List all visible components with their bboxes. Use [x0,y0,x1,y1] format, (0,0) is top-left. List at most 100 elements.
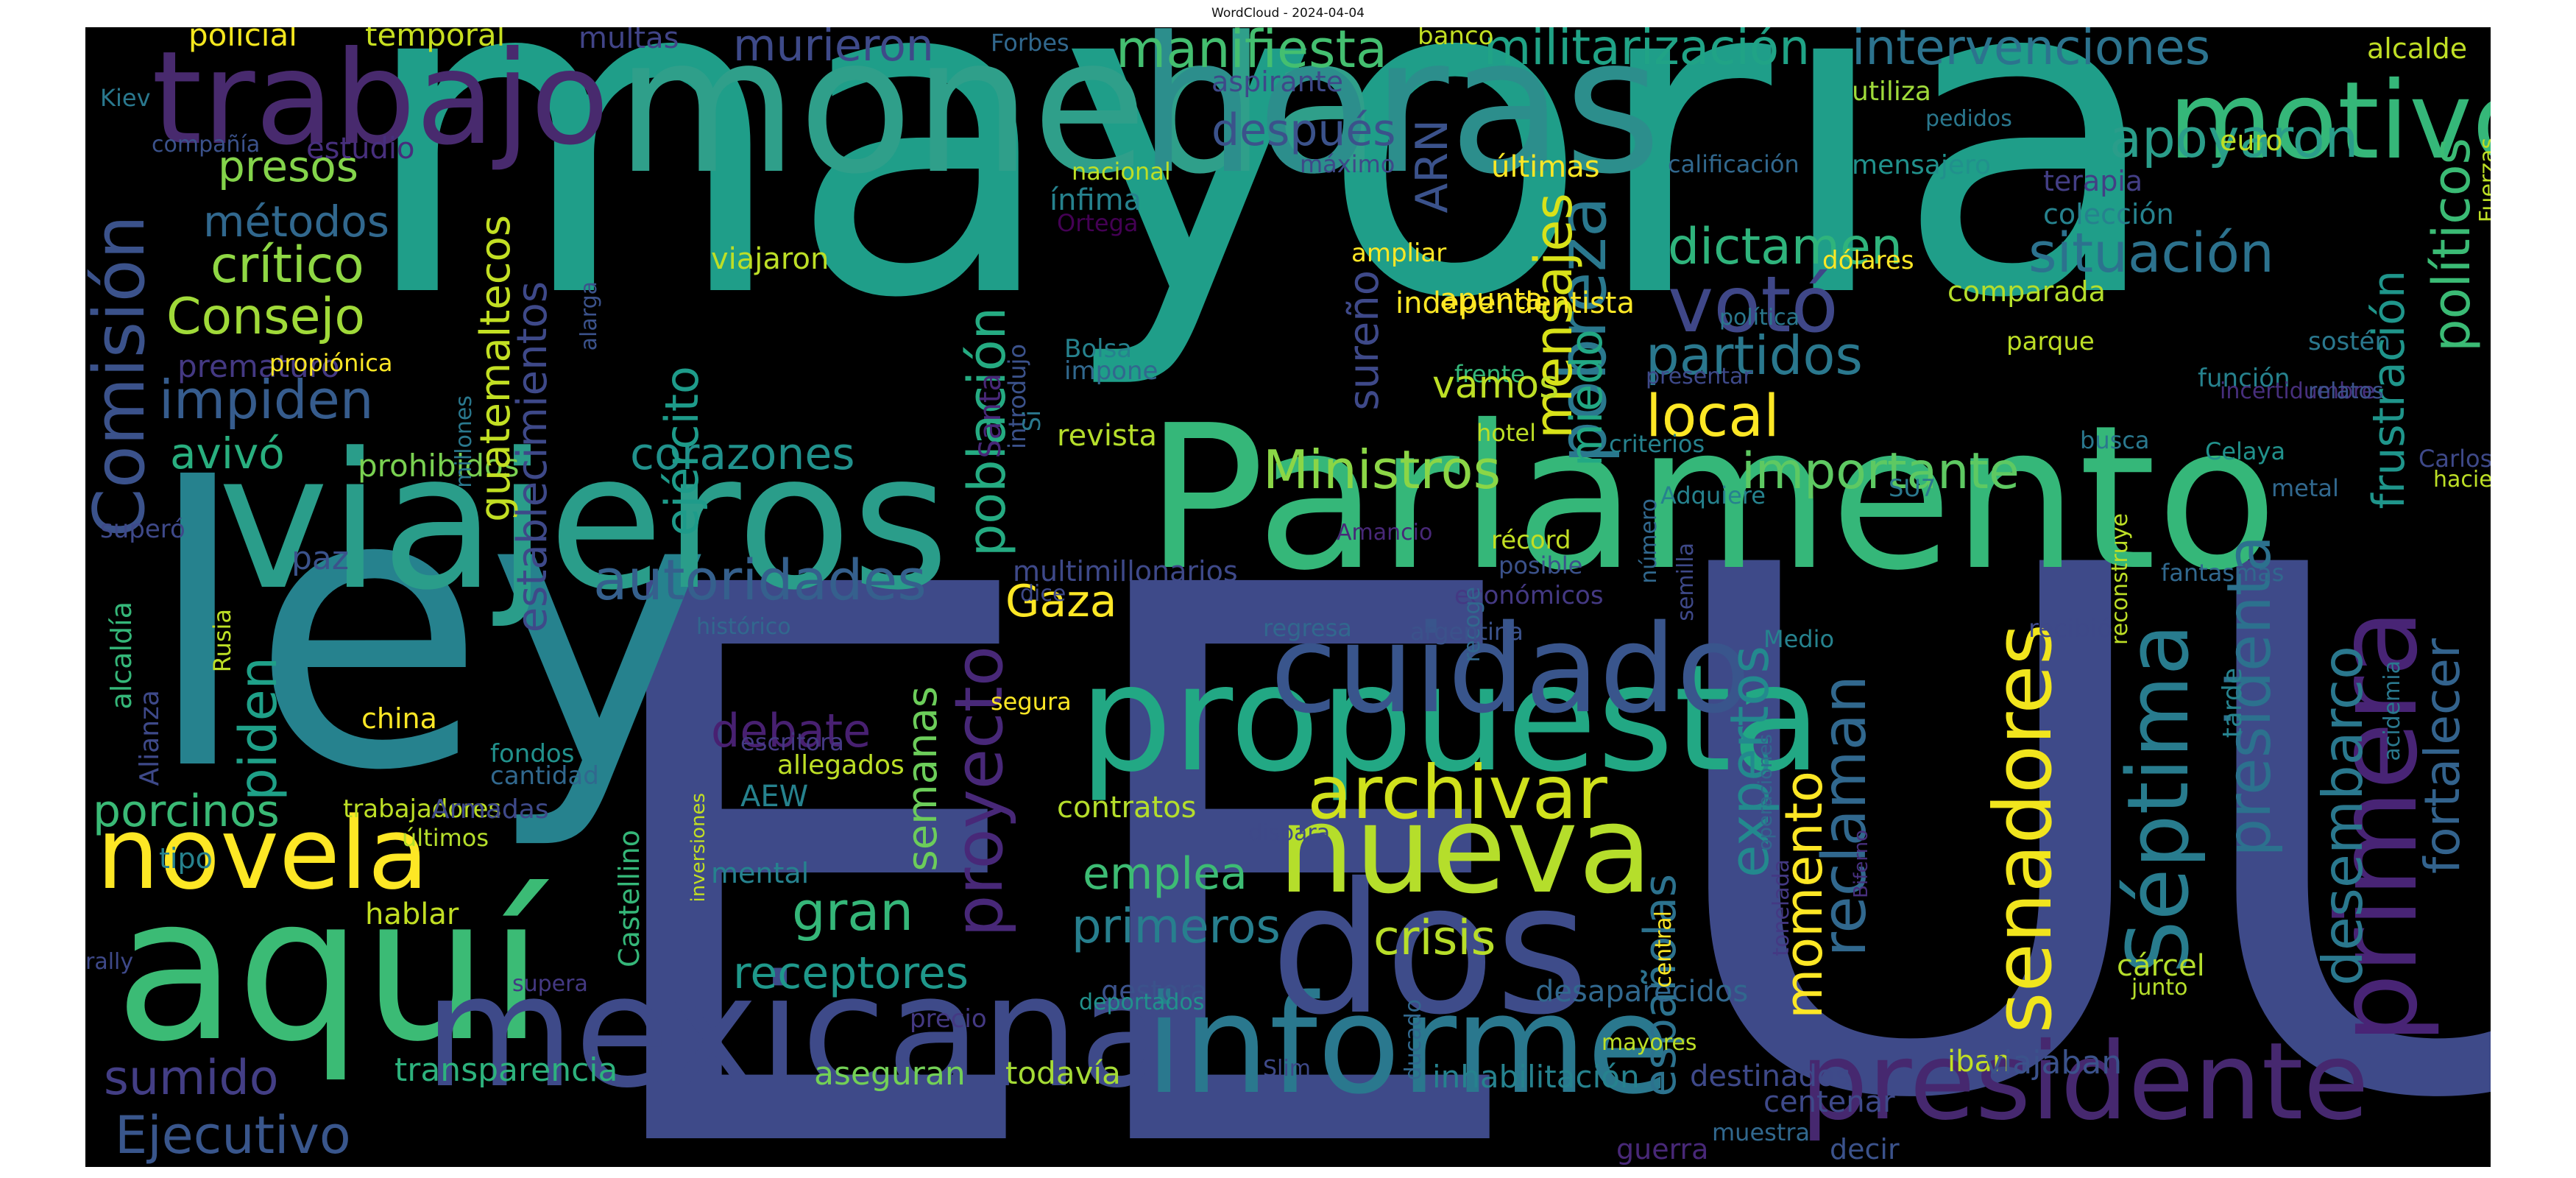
word-viajaban: viajaban [1984,1044,2123,1082]
word-hablar: hablar [365,897,459,931]
word-voto: votó [1668,260,1839,350]
word-forbes: Forbes [991,29,1069,57]
word-porcinos: porcinos [93,786,280,837]
word-allegados: allegados [777,750,905,780]
word-ley: ley [144,408,713,854]
word-alcaldia: alcaldía [105,602,138,710]
word-ampliar: ampliar [1351,239,1447,268]
word-motivo: motivo [2168,59,2491,183]
word-mexicana: mexicana [424,942,1174,1122]
word-si: Si [1018,410,1046,432]
window-title: WordCloud - 2024-04-04 [1211,6,1365,21]
word-parque: parque [2006,327,2095,356]
word-medio: Medio [1763,625,1835,653]
word-millones: millones [451,395,477,488]
word-policial: policial [188,27,297,53]
word-busca: busca [2080,426,2150,454]
word-propuesta: propuesta [1079,633,1822,805]
word-maximo: máximo [1300,150,1395,178]
word-aspirante: aspirante [1211,66,1344,98]
word-consejo: Consejo [166,288,365,346]
word-semanas: semanas [899,686,946,872]
word-rusia: Rusia [208,609,236,673]
word-local: local [1646,384,1780,450]
word-acidemia: acidemia [2379,660,2405,761]
word-inversiones: inversiones [687,793,710,903]
word-viajeros: viajeros [218,413,949,632]
word-aseguran: aseguran [814,1055,966,1093]
word-revista: revista [1057,419,1157,453]
word-aew: AEW [740,780,809,814]
word-segura: segura [991,688,1072,716]
word-biferno: Biferno [1850,830,1872,898]
word-carlos: Carlos [2418,445,2491,473]
word-alianza: Alianza [135,690,165,786]
word-dice: dice [1020,581,1066,607]
word-tonelada: tonelada [1769,859,1794,956]
word-criterios: criterios [1609,430,1705,458]
word-independentista: independentista [1395,286,1635,320]
word-presos: presos [218,141,358,191]
word-historico: histórico [696,614,791,640]
word-destinados: destinados [1690,1059,1851,1093]
word-supera: supera [512,971,588,997]
word-junto: junto [2131,975,2188,1001]
word-contratos: contratos [1057,791,1197,825]
word-piden: piden [228,657,289,801]
word-murieron: murieron [733,27,934,71]
word-debate: debate [711,704,871,758]
word-dictamen: dictamen [1668,218,1903,276]
word-carcel: cárcel [2117,949,2205,983]
word-rally: rally [85,949,134,975]
word-posible: posible [1498,551,1583,579]
word-avivo: avivó [170,428,285,479]
word-kiev: Kiev [100,84,151,112]
word-importante: importante [1741,442,2020,501]
word-infima: ínfima [1050,183,1142,217]
word-situacion: situación [2028,222,2274,285]
word-santa: Santa [974,373,1008,459]
word-nueva: nueva [1278,779,1653,920]
word-intervenciones: intervenciones [1852,27,2211,76]
word-moneda: moneda [615,27,1382,216]
word-fantasmas: fantasmas [2161,559,2285,587]
word-dos: dos [1270,844,1590,1054]
word-novela: novela [96,796,429,911]
word-crisis: crisis [1373,911,1496,966]
word-estudio: estudio [306,132,415,166]
word-primeros: primeros [1072,900,1281,954]
word-militarizacion: militarización [1484,27,1811,76]
word-banco: banco [1418,27,1494,51]
word-desembarco: desembarco [2310,646,2375,986]
word-tarde: tarde [2218,668,2248,738]
word-armadas: Armadas [431,794,549,825]
word-pedidos: pedidos [1925,106,2012,132]
word-trabajo: trabajo [152,27,609,174]
word-relatos: relatos [2308,378,2384,404]
word-economicos: económicos [1454,581,1604,610]
word-recibio: recibió [2028,614,2113,643]
word-presidente: presidente [1800,1020,2369,1144]
word-viajaron: viajaron [711,242,829,276]
word-cloud: mayoría EE UU Parlamento ley viajeros moneda ho… [85,27,2491,1167]
word-informe: informe [1145,965,1671,1124]
word-coleccion: colección [2043,198,2174,230]
word-amancio: Amancio [1337,520,1433,546]
word-mensajero: mensajero [1852,150,1992,180]
word-despues: después [1211,105,1396,156]
word-nacional: nacional [1072,158,1171,186]
word-funcion: función [2198,364,2290,393]
word-adquiere: Adquiere [1660,482,1766,509]
word-compania: compañía [152,132,261,158]
word-celaya: Celaya [2205,437,2286,465]
word-arn: ARN [1406,119,1458,214]
word-metodos: métodos [203,197,389,247]
word-transparencia: transparencia [394,1051,618,1089]
word-todavia: todavía [1005,1055,1121,1091]
word-cuidado: cuidado [1270,599,1751,740]
word-propionica: propiónica [269,349,393,377]
word-china: china [361,702,437,735]
word-parlamento: Parlamento [1145,382,2278,614]
word-dolares: dólares [1822,246,1914,275]
word-septima: Séptima [2109,624,2208,975]
